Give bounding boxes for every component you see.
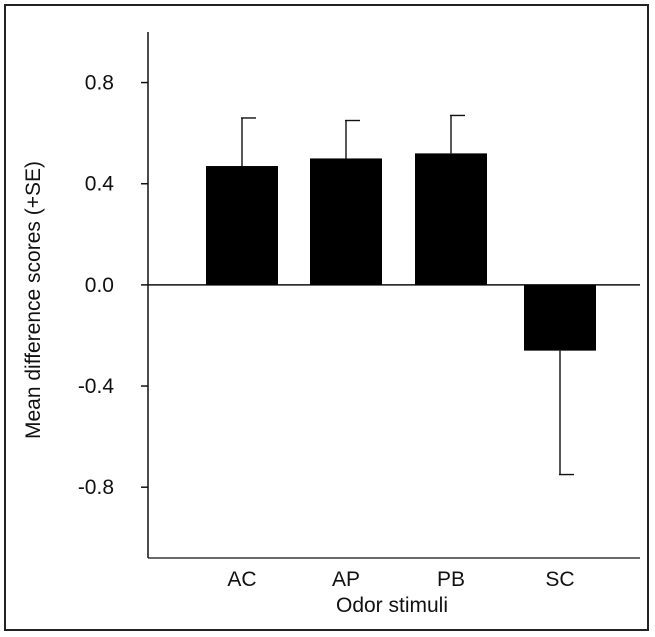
bar-pb: [415, 153, 487, 285]
bars: [206, 153, 596, 351]
x-tick-label-pb: PB: [437, 568, 465, 591]
x-axis: AC AP PB SC: [148, 557, 640, 591]
bar-sc: [524, 284, 596, 351]
x-tick-label-ap: AP: [332, 568, 360, 591]
x-axis-title: Odor stimuli: [336, 594, 448, 617]
y-tick-label: -0.8: [78, 476, 114, 499]
error-bars: [241, 114, 574, 476]
y-tick-label: 0.0: [85, 274, 114, 297]
y-tick-label: 0.4: [85, 173, 115, 196]
y-tick-label: 0.8: [85, 72, 114, 95]
x-tick-label-ac: AC: [227, 568, 256, 591]
y-axis-title: Mean difference scores (+SE): [22, 161, 45, 439]
y-tick-label: -0.4: [78, 375, 115, 398]
bar-ac: [206, 166, 278, 285]
bar-ap: [310, 158, 382, 285]
y-axis: 0.8 0.4 0.0 -0.4 -0.8: [78, 32, 149, 558]
x-tick-label-sc: SC: [545, 568, 574, 591]
